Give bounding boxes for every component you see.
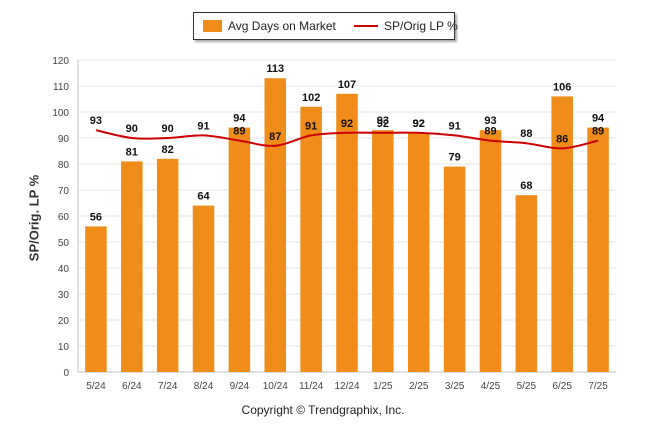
bar xyxy=(192,205,215,372)
x-tick-label: 1/25 xyxy=(373,381,393,392)
bar-value-label: 82 xyxy=(162,144,174,156)
y-tick-label: 10 xyxy=(58,342,70,353)
x-tick-label: 8/24 xyxy=(194,381,214,392)
y-axis-title: SP/Orig. LP % xyxy=(26,174,42,262)
line-series-path xyxy=(95,129,599,150)
x-tick-label: 11/24 xyxy=(299,381,324,392)
bar-value-label: 102 xyxy=(302,92,320,104)
legend: Avg Days on Market SP/Orig LP % xyxy=(193,12,458,40)
bar xyxy=(121,161,143,372)
x-tick-label: 5/24 xyxy=(86,381,106,392)
y-tick-label: 60 xyxy=(58,212,70,223)
line-value-label: 88 xyxy=(520,128,532,140)
line-value-label: 86 xyxy=(556,133,568,145)
line-series xyxy=(95,129,599,150)
bar xyxy=(372,130,394,372)
bar xyxy=(85,226,107,372)
y-tick-label: 40 xyxy=(58,264,70,275)
line-value-label: 92 xyxy=(377,118,389,130)
bar xyxy=(407,132,430,372)
line-value-label: 91 xyxy=(305,120,317,132)
y-tick-label: 70 xyxy=(58,186,70,197)
line-value-label: 90 xyxy=(162,123,174,135)
x-tick-label: 3/25 xyxy=(445,381,465,392)
line-value-label: 87 xyxy=(269,131,281,143)
bar-value-label: 92 xyxy=(413,118,425,130)
line-value-label: 89 xyxy=(484,126,496,138)
x-tick-label: 9/24 xyxy=(230,381,250,392)
copyright-footer: Copyright © Trendgraphix, Inc. xyxy=(241,403,405,417)
legend-bar-label: Avg Days on Market xyxy=(228,19,336,33)
line-value-label: 89 xyxy=(233,126,245,138)
y-tick-label: 80 xyxy=(58,160,70,171)
x-tick-label: 2/25 xyxy=(409,381,429,392)
y-tick-label: 110 xyxy=(53,82,69,93)
x-tick-label: 10/24 xyxy=(263,381,288,392)
y-tick-label: 120 xyxy=(52,56,69,67)
bar xyxy=(300,106,322,373)
bar xyxy=(587,127,609,372)
bar xyxy=(515,195,538,372)
bar-value-label: 106 xyxy=(553,81,571,93)
bar xyxy=(443,166,466,372)
bar xyxy=(479,130,502,372)
bar-value-label: 68 xyxy=(520,180,532,192)
bar-value-label: 64 xyxy=(197,191,210,203)
line-value-label: 92 xyxy=(413,118,425,130)
bar-value-label: 93 xyxy=(484,115,496,127)
x-tick-label: 4/25 xyxy=(481,381,501,392)
y-tick-label: 30 xyxy=(58,290,70,301)
y-tick-label: 100 xyxy=(52,108,69,119)
line-value-label: 91 xyxy=(197,120,209,132)
bar-value-label: 93 xyxy=(377,115,389,127)
x-tick-label: 7/24 xyxy=(158,381,178,392)
x-tick-label: 12/24 xyxy=(334,381,359,392)
bar xyxy=(336,93,358,373)
bar xyxy=(264,78,287,372)
line-value-label: 90 xyxy=(126,123,138,135)
x-tick-label: 6/24 xyxy=(122,381,142,392)
x-tick-label: 7/25 xyxy=(588,381,608,392)
legend-bar-swatch xyxy=(203,20,222,32)
y-tick-label: 50 xyxy=(58,238,70,249)
bar-value-label: 94 xyxy=(233,113,246,125)
bar-series xyxy=(85,78,609,373)
line-value-label: 92 xyxy=(341,118,353,130)
y-tick-label: 20 xyxy=(58,316,70,327)
bar-value-label: 81 xyxy=(126,146,138,158)
bar-value-label: 56 xyxy=(90,211,102,223)
axes: 0 10 20 30 40 50 60 70 80 90 100 110 120 5/24 6/24 7/24… xyxy=(52,56,616,392)
y-tick-label: 0 xyxy=(63,368,69,379)
bar-value-label: 79 xyxy=(448,152,460,164)
legend-line-label: SP/Orig LP % xyxy=(384,19,458,33)
legend-line-swatch xyxy=(354,25,378,27)
bar xyxy=(156,158,179,372)
bar xyxy=(551,96,573,373)
bar-value-label: 107 xyxy=(338,79,356,91)
line-value-label: 89 xyxy=(592,126,604,138)
y-tick-label: 90 xyxy=(58,134,70,145)
line-value-label: 91 xyxy=(448,120,460,132)
x-tick-label: 5/25 xyxy=(517,381,537,392)
line-value-label: 93 xyxy=(90,115,102,127)
bar-value-label: 94 xyxy=(592,113,605,125)
bar-value-label: 113 xyxy=(266,63,284,75)
x-tick-label: 6/25 xyxy=(552,381,572,392)
bar xyxy=(228,127,251,372)
